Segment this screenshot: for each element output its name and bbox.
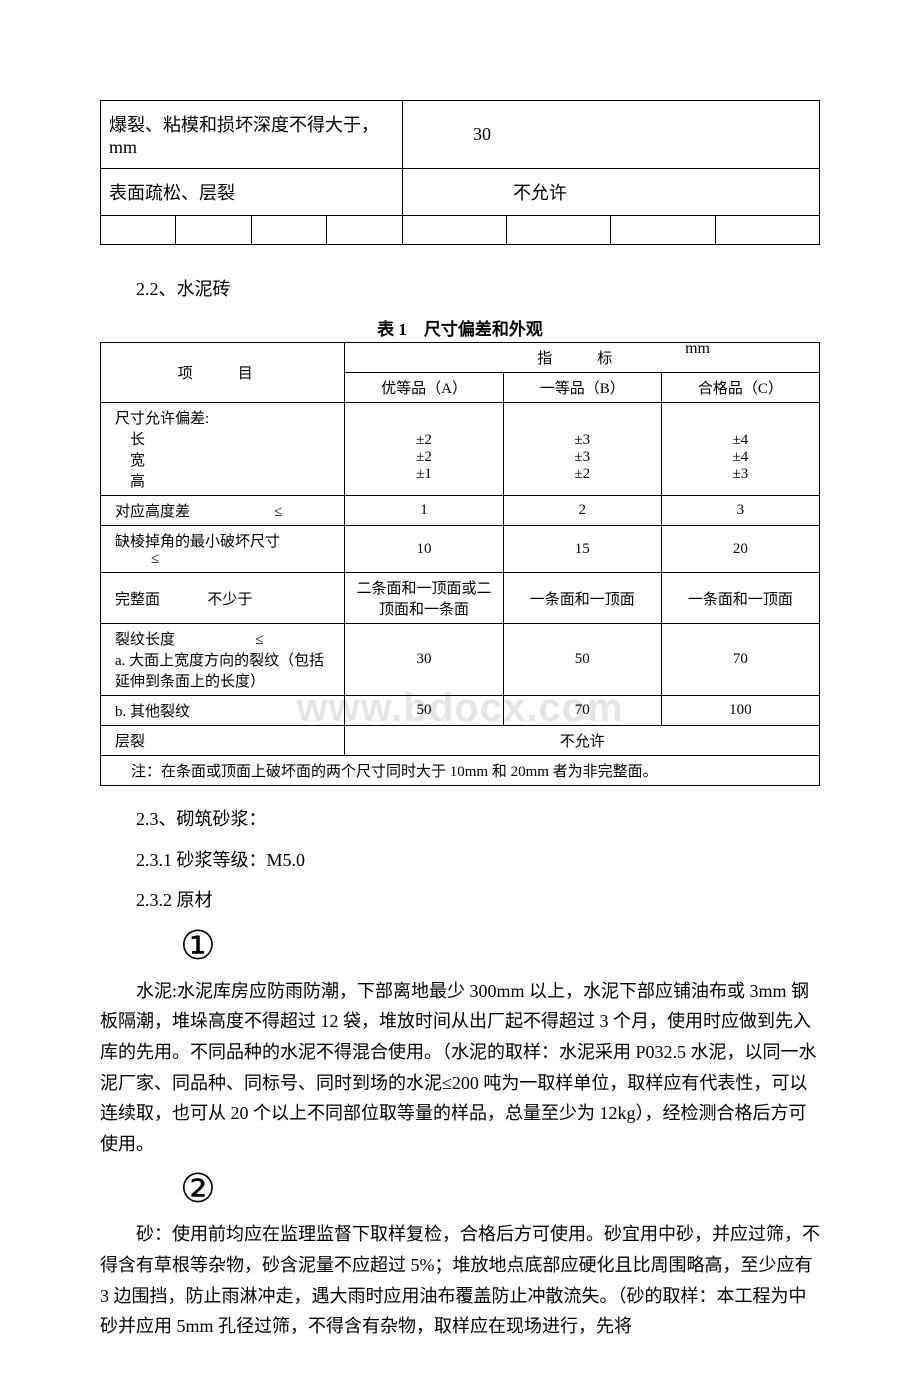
- cell: 20: [661, 526, 819, 573]
- cell: 50: [503, 624, 661, 696]
- embedded-table-caption-row: 表 1 尺寸偏差和外观 mm: [100, 315, 820, 340]
- cell: 50: [345, 696, 503, 726]
- height-diff-label: 对应高度差 ≤: [101, 496, 345, 526]
- sand-paragraph: 砂：使用前均应在监理监督下取样复检，合格后方可使用。砂宜用中砂，并应过筛，不得含…: [100, 1219, 820, 1341]
- grade-b-header: 一等品（B）: [503, 373, 661, 403]
- table-row: 对应高度差 ≤ 1 2 3: [101, 496, 820, 526]
- embedded-table-unit: mm: [685, 340, 710, 358]
- cell: 100: [661, 696, 819, 726]
- table-row: 爆裂、粘模和损坏深度不得大于，mm 30: [101, 101, 820, 169]
- section-2-3-2: 2.3.2 原材: [100, 885, 820, 916]
- cell: 15: [503, 526, 661, 573]
- table-row: 裂纹长度≤ a. 大面上宽度方向的裂纹（包括延伸到条面上的长度） 30 50 7…: [101, 624, 820, 696]
- table-row: [101, 216, 820, 245]
- section-2-3-1: 2.3.1 砂浆等级：M5.0: [100, 845, 820, 876]
- cell: 一条面和一顶面: [661, 573, 819, 624]
- table-row: 表面疏松、层裂 不允许: [101, 169, 820, 216]
- layer-crack-label: 层裂: [101, 726, 345, 756]
- dim-row-length: 长: [115, 428, 336, 449]
- table-row: 层裂 不允许: [101, 726, 820, 756]
- table-note: 注：在条面或顶面上破坏面的两个尺寸同时大于 10mm 和 20mm 者为非完整面…: [101, 756, 820, 786]
- cell: 70: [661, 624, 819, 696]
- grade-a-header: 优等品（A）: [345, 373, 503, 403]
- damage-spec-table: 爆裂、粘模和损坏深度不得大于，mm 30 表面疏松、层裂 不允许: [100, 100, 820, 245]
- damage-depth-value: 30: [402, 101, 819, 169]
- cement-paragraph: 水泥:水泥库房应防雨防潮，下部离地最少 300mm 以上，水泥下部应铺油布或 3…: [100, 976, 820, 1160]
- grade-c-header: 合格品（C）: [661, 373, 819, 403]
- table-row: 注：在条面或顶面上破坏面的两个尺寸同时大于 10mm 和 20mm 者为非完整面…: [101, 756, 820, 786]
- table-row: 缺棱掉角的最小破坏尺寸 ≤ 10 15 20: [101, 526, 820, 573]
- layer-crack-value: 不允许: [345, 726, 820, 756]
- cell: 一条面和一顶面: [503, 573, 661, 624]
- col-item-header: 项 目: [101, 343, 345, 403]
- other-crack-label: b. 其他裂纹: [101, 696, 345, 726]
- dim-row-height: 高: [115, 470, 336, 491]
- section-2-2-heading: 2.2、水泥砖: [100, 275, 820, 301]
- cell: 2: [503, 496, 661, 526]
- cell: 10: [345, 526, 503, 573]
- crack-block: 裂纹长度≤ a. 大面上宽度方向的裂纹（包括延伸到条面上的长度）: [101, 624, 345, 696]
- cell: ±2 ±2 ±1: [345, 403, 503, 496]
- col-grade-header: 指 标: [345, 343, 820, 373]
- section-2-3-heading: 2.3、砌筑砂浆：: [100, 804, 820, 835]
- circled-number-2-icon: ②: [180, 1169, 820, 1209]
- cell: ±3 ±3 ±2: [503, 403, 661, 496]
- dim-tolerance-block: 尺寸允许偏差: 长 宽 高: [101, 403, 345, 496]
- cell: ±4 ±4 ±3: [661, 403, 819, 496]
- table-row: b. 其他裂纹 50 70 100: [101, 696, 820, 726]
- surface-loose-label: 表面疏松、层裂: [101, 169, 403, 216]
- cell: 1: [345, 496, 503, 526]
- dim-row-width: 宽: [115, 449, 336, 470]
- complete-face-label: 完整面 不少于: [101, 573, 345, 624]
- cell: 二条面和一顶面或二顶面和一条面: [345, 573, 503, 624]
- table-row: 项 目 指 标: [101, 343, 820, 373]
- cell: 30: [345, 624, 503, 696]
- corner-damage-label: 缺棱掉角的最小破坏尺寸 ≤: [101, 526, 345, 573]
- surface-loose-value: 不允许: [402, 169, 819, 216]
- circled-number-1-icon: ①: [180, 926, 820, 966]
- embedded-table-caption: 表 1 尺寸偏差和外观: [100, 315, 820, 340]
- table-row: 尺寸允许偏差: 长 宽 高 ±2 ±2 ±1 ±3 ±3 ±2 ±4 ±4: [101, 403, 820, 496]
- cell: 70: [503, 696, 661, 726]
- dim-tolerance-lead: 尺寸允许偏差:: [115, 407, 336, 428]
- table-row: 完整面 不少于 二条面和一顶面或二顶面和一条面 一条面和一顶面 一条面和一顶面: [101, 573, 820, 624]
- cell: 3: [661, 496, 819, 526]
- dimension-deviation-table: 项 目 指 标 优等品（A） 一等品（B） 合格品（C） 尺寸允许偏差: 长 宽…: [100, 342, 820, 786]
- damage-depth-label: 爆裂、粘模和损坏深度不得大于，mm: [101, 101, 403, 169]
